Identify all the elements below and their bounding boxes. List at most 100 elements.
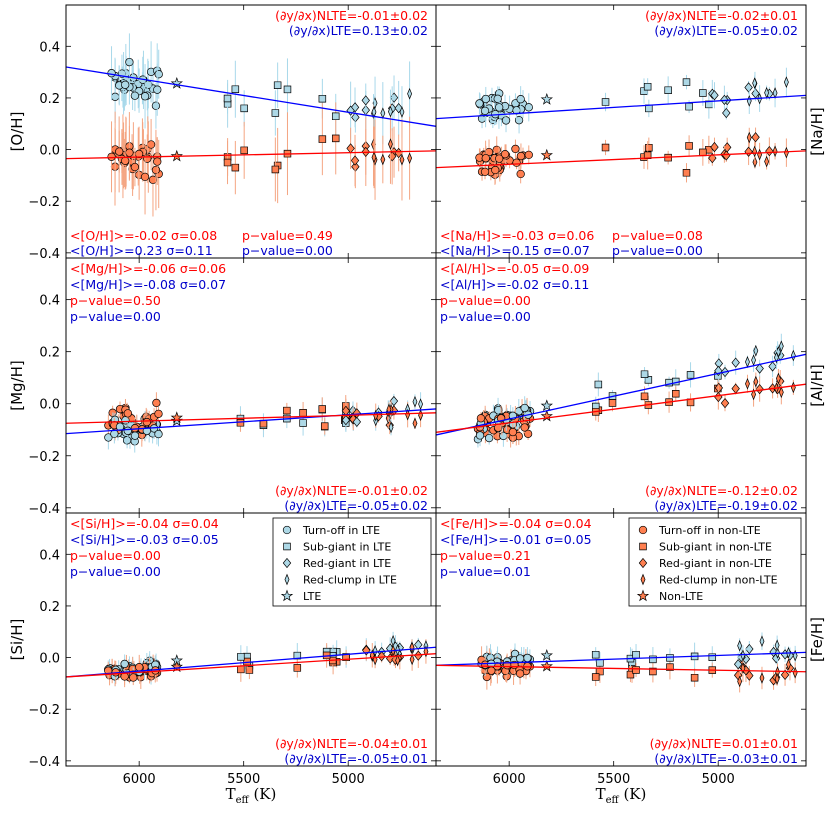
star-nlte [540,148,553,161]
point-nlte-thin_diamond [745,377,750,390]
point-nlte-thin_diamond [418,409,423,422]
point-lte-circle [151,101,161,110]
point-nlte-diamond [780,669,790,681]
point-lte-diamond [361,95,370,106]
legend-marker-circle [638,525,648,535]
legend-lte: Turn-off in LTE Sub-giant in LTE Red-giant… [272,517,432,607]
legend-marker-thin_diamond [284,573,290,586]
point-nlte-circle [107,152,116,161]
point-lte-circle [523,653,532,663]
point-nlte-thin_diamond [371,151,377,164]
star-lte [540,649,553,661]
point-lte-circle [154,429,163,439]
point-lte-thin_diamond [783,76,789,88]
slope-nlte: (∂y/∂x)NLTE=-0.01±0.02 [275,483,428,498]
pvalue-nlte: p−value=0.21 [440,548,531,563]
point-lte-square [271,109,280,117]
point-lte-thin_diamond [774,639,780,652]
y-axis-label: [Al/H] [808,364,826,406]
point-lte-thin_diamond [751,354,756,367]
point-nlte-diamond [387,151,397,162]
point-nlte-circle [516,151,526,161]
point-nlte-circle [520,423,529,432]
point-lte-square [643,82,652,91]
point-lte-thin_diamond [380,107,386,120]
point-nlte-square [318,405,326,413]
y-tick-label: 0.2 [39,346,60,361]
panel-fe: 6000 5500 5000 [Fe/H] (∂y/∂x)NLTE=0.01±0.01(… [435,512,826,787]
pvalue-lte: p−value=0.00 [440,309,531,324]
mean-lte: <[Si/H]>=-0.03 σ=0.05 [70,532,219,547]
point-nlte-diamond [731,383,740,394]
point-nlte-circle [135,663,144,672]
fit-line-nlte [436,150,806,169]
point-nlte-circle [508,427,518,437]
point-lte-square [299,419,307,427]
legend-label: Red-giant in non-LTE [659,557,772,570]
point-lte-thin_diamond [759,635,765,648]
panel-o: −0.4 −0.2 0.0 0.2 0.4 [O/H] (∂y/∂x)NLTE=-0.01±… [8,4,437,262]
point-nlte-square [672,389,680,398]
slope-lte: (∂y/∂x)LTE=-0.05±0.02 [654,23,798,38]
legend-marker-diamond [638,557,648,569]
point-nlte-circle [125,148,134,157]
point-lte-diamond [733,659,743,670]
point-nlte-thin_diamond [380,153,386,166]
pvalue-nlte: p−value=0.00 [440,293,531,308]
point-lte-square [601,98,610,106]
point-lte-square [664,86,672,94]
legend-marker-star [280,589,294,602]
point-nlte-square [223,158,232,167]
point-lte-circle [153,85,162,94]
point-nlte-circle [480,167,490,177]
point-lte-circle [520,403,529,413]
point-lte-square [686,371,695,379]
point-nlte-circle [129,673,138,682]
point-nlte-square [240,146,248,155]
mean-nlte: <[Na/H]>=-0.03 σ=0.06 [440,228,594,243]
point-lte-thin_diamond [399,106,405,118]
point-lte-circle [130,91,140,100]
point-nlte-thin_diamond [399,153,405,166]
point-lte-thin_diamond [737,639,743,652]
point-lte-square [640,370,649,378]
point-lte-square [594,380,603,389]
point-nlte-circle [523,429,533,439]
point-nlte-square [682,169,691,177]
legend-label: Sub-giant in non-LTE [659,541,772,554]
point-nlte-square [626,670,635,679]
point-nlte-diamond [720,397,730,409]
axes-frame [435,512,807,767]
panel-si: 6000 5500 5000 −0.4 −0.2 0.0 0.2 0.4 [Si/H] (∂y/∂… [8,512,437,787]
point-nlte-diamond [710,141,719,153]
x-tick-label: 6000 [493,772,526,787]
point-nlte-circle [500,150,510,159]
star-lte [170,76,183,89]
point-lte-thin_diamond [412,395,418,408]
y-axis-label: [Na/H] [808,107,826,155]
point-lte-circle [110,92,120,101]
point-nlte-diamond [346,143,355,154]
point-nlte-square [331,134,340,143]
mean-nlte: <[Fe/H]>=-0.04 σ=0.04 [440,516,592,531]
point-nlte-square [237,665,245,674]
point-nlte-thin_diamond [737,675,743,688]
x-axis-label: Teff (K) [226,785,277,806]
point-lte-thin_diamond [752,77,758,89]
point-lte-diamond [341,414,351,426]
point-lte-diamond [346,105,355,116]
point-nlte-circle [151,165,161,175]
point-nlte-square [236,419,245,427]
plot-area [66,631,436,689]
point-lte-diamond [352,416,362,428]
mean-lte: <[Fe/H]>=-0.01 σ=0.05 [440,532,592,547]
point-nlte-thin_diamond [407,152,413,165]
point-lte-thin_diamond [778,340,784,353]
point-lte-circle [475,431,485,440]
point-nlte-thin_diamond [412,417,418,430]
point-nlte-square [685,142,693,150]
point-lte-circle [501,116,511,125]
star-lte [540,399,553,412]
point-lte-circle [516,95,525,104]
point-nlte-thin_diamond [775,372,781,385]
